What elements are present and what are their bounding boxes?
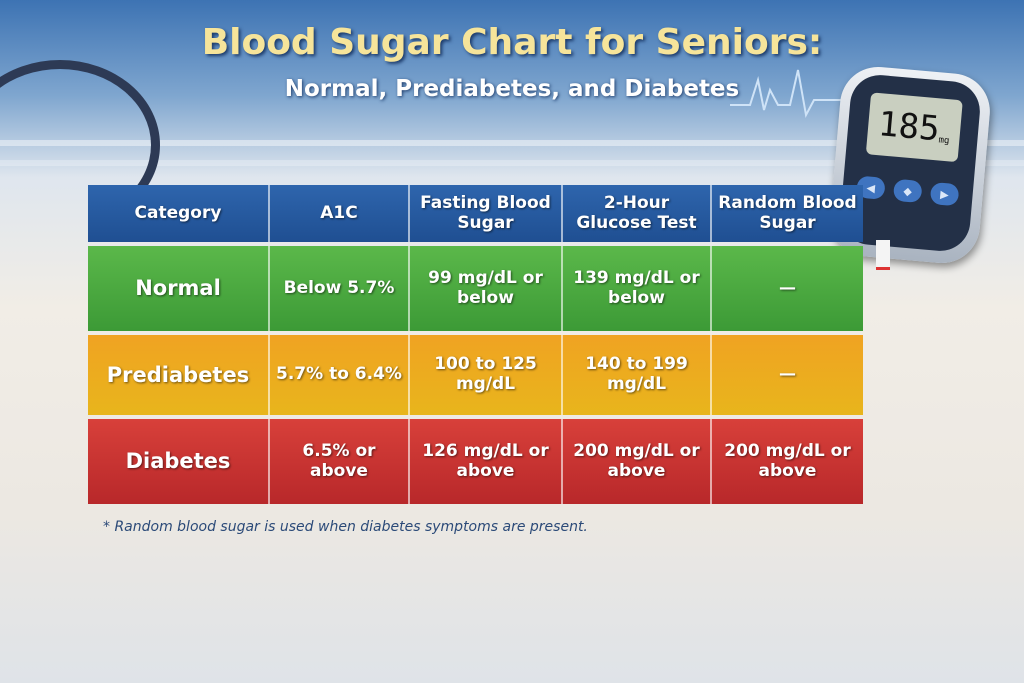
value-cell: —: [712, 246, 863, 331]
column-header: Category: [88, 185, 270, 242]
center-button-icon: ◆: [892, 178, 923, 204]
column-header: Random Blood Sugar: [712, 185, 863, 242]
meter-reading: 185: [876, 104, 942, 150]
value-cell: 5.7% to 6.4%: [270, 335, 410, 415]
column-header: Fasting Blood Sugar: [410, 185, 563, 242]
column-header: 2-Hour Glucose Test: [563, 185, 712, 242]
right-arrow-icon: ▶: [929, 181, 960, 207]
decor-band: [0, 160, 1024, 166]
value-cell: 100 to 125 mg/dL: [410, 335, 563, 415]
value-cell: 200 mg/dL or above: [712, 419, 863, 504]
column-header: A1C: [270, 185, 410, 242]
page-title: Blood Sugar Chart for Seniors:: [201, 22, 823, 63]
test-strip: [876, 240, 890, 270]
value-cell: 6.5% or above: [270, 419, 410, 504]
value-cell: 99 mg/dL or below: [410, 246, 563, 331]
table-row: Normal Below 5.7% 99 mg/dL or below 139 mg/…: [88, 246, 863, 331]
meter-unit: mg: [938, 135, 950, 147]
decor-band: [0, 140, 1024, 146]
blood-sugar-table: Category A1C Fasting Blood Sugar 2-Hour Glu…: [88, 185, 863, 508]
heartbeat-line-icon: [730, 69, 850, 119]
value-cell: —: [712, 335, 863, 415]
page-subtitle: Normal, Prediabetes, and Diabetes: [284, 76, 740, 102]
table-header-row: Category A1C Fasting Blood Sugar 2-Hour Glu…: [88, 185, 863, 242]
value-cell: 139 mg/dL or below: [563, 246, 712, 331]
table-row: Diabetes 6.5% or above 126 mg/dL or above 2…: [88, 419, 863, 504]
meter-screen: 185 mg: [865, 92, 963, 163]
value-cell: 200 mg/dL or above: [563, 419, 712, 504]
value-cell: Below 5.7%: [270, 246, 410, 331]
stethoscope-icon: [0, 60, 160, 230]
table-row: Prediabetes 5.7% to 6.4% 100 to 125 mg/dL 1…: [88, 335, 863, 415]
footnote: * Random blood sugar is used when diabet…: [103, 519, 588, 535]
value-cell: 140 to 199 mg/dL: [563, 335, 712, 415]
category-cell: Diabetes: [88, 419, 270, 504]
category-cell: Prediabetes: [88, 335, 270, 415]
value-cell: 126 mg/dL or above: [410, 419, 563, 504]
category-cell: Normal: [88, 246, 270, 331]
